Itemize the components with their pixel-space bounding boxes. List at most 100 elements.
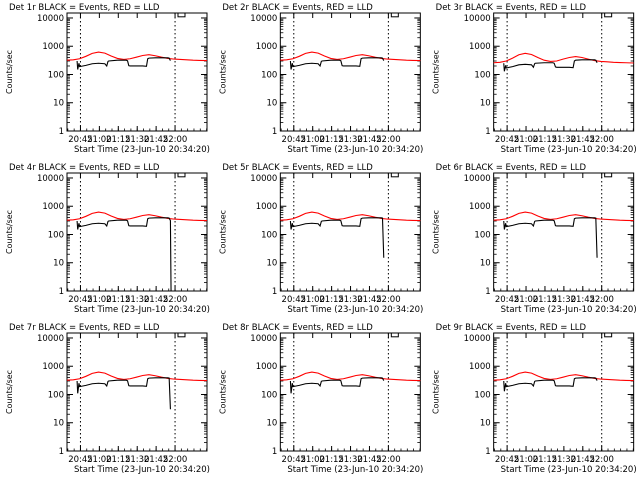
chart-6-series-lld	[493, 211, 634, 222]
chart-2-xlabel: Start Time (23-Jun-10 20:34:20)	[287, 145, 423, 155]
chart-1-ytick-label-1: 10	[53, 99, 64, 109]
chart-9-xlabel: Start Time (23-Jun-10 20:34:20)	[501, 465, 637, 475]
chart-4-xtick-label-3: 21:30	[125, 295, 150, 305]
chart-1-title: Det 1r BLACK = Events, RED = LLD	[9, 3, 160, 13]
chart-7-series-lld	[66, 371, 208, 382]
chart-5-series-events	[289, 217, 385, 258]
chart-5-ytick-label-0: 1	[272, 287, 277, 297]
chart-4-plot-frame	[66, 172, 208, 292]
chart-6-ytick-label-4: 10000	[464, 174, 491, 184]
chart-9-xtick-label-4: 21:45	[571, 455, 596, 465]
chart-5-marker	[390, 172, 399, 178]
chart-6-xtick-label-0: 20:45	[495, 295, 520, 305]
chart-8-plot-frame	[279, 332, 421, 452]
chart-3-plot-frame	[493, 12, 635, 132]
chart-2: Det 2r BLACK = Events, RED = LLD 1 10 100 10…	[218, 3, 423, 155]
chart-5-ytick-label-4: 10000	[250, 174, 277, 184]
chart-2-xtick-label-4: 21:45	[357, 135, 382, 145]
chart-5-ytick-label-2: 100	[261, 230, 277, 240]
chart-7-plot-frame	[66, 332, 208, 452]
chart-7-ytick-label-2: 100	[48, 390, 64, 400]
chart-5: Det 5r BLACK = Events, RED = LLD 1 10 100 10…	[218, 163, 423, 315]
chart-9: Det 9r BLACK = Events, RED = LLD 1 10 100 10…	[432, 323, 637, 475]
chart-6-ytick-label-0: 1	[485, 287, 490, 297]
chart-8-marker	[390, 332, 399, 338]
chart-1-ytick-label-4: 10000	[37, 14, 64, 24]
chart-9-xtick-label-0: 20:45	[495, 455, 520, 465]
chart-1-xtick-label-1: 21:00	[87, 135, 112, 145]
chart-5-plot-frame	[279, 172, 421, 292]
chart-6-ytick-label-2: 100	[474, 230, 490, 240]
chart-9-ylabel: Counts/sec	[432, 370, 441, 414]
chart-3-xtick-label-2: 21:15	[533, 135, 558, 145]
chart-1-xtick-label-5: 22:00	[163, 135, 188, 145]
chart-7-xtick-label-0: 20:45	[68, 455, 93, 465]
chart-3: Det 3r BLACK = Events, RED = LLD 1 10 100 10…	[432, 3, 637, 155]
chart-8: Det 8r BLACK = Events, RED = LLD 1 10 100 10…	[218, 323, 423, 475]
chart-6-xtick-label-4: 21:45	[571, 295, 596, 305]
chart-6-title: Det 6r BLACK = Events, RED = LLD	[436, 163, 587, 173]
chart-8-xtick-label-2: 21:15	[319, 455, 344, 465]
chart-5-ytick-label-3: 1000	[256, 202, 278, 212]
chart-3-ytick-label-3: 1000	[469, 42, 491, 52]
chart-1-plot-frame	[66, 12, 208, 132]
chart-5-xtick-label-0: 20:45	[282, 295, 307, 305]
chart-8-title: Det 8r BLACK = Events, RED = LLD	[222, 323, 373, 333]
chart-9-series-lld	[493, 371, 634, 382]
chart-4-ytick-label-0: 1	[59, 287, 64, 297]
chart-7-ytick-label-1: 10	[53, 419, 64, 429]
chart-3-xtick-label-3: 21:30	[552, 135, 577, 145]
chart-7-xtick-label-4: 21:45	[144, 455, 169, 465]
chart-7-xtick-label-5: 22:00	[163, 455, 188, 465]
chart-7-ytick-label-4: 10000	[37, 334, 64, 344]
chart-9-plot-frame	[493, 332, 635, 452]
chart-6-xtick-label-3: 21:30	[552, 295, 577, 305]
chart-9-xtick-label-5: 22:00	[589, 455, 614, 465]
chart-7-ytick-label-3: 1000	[42, 362, 64, 372]
chart-1-ytick-label-3: 1000	[42, 42, 64, 52]
chart-3-xtick-label-1: 21:00	[514, 135, 539, 145]
chart-8-xtick-label-3: 21:30	[338, 455, 363, 465]
chart-8-xtick-label-4: 21:45	[357, 455, 382, 465]
chart-1-series-lld	[66, 51, 208, 62]
chart-2-xtick-label-5: 22:00	[376, 135, 401, 145]
chart-4-xtick-label-2: 21:15	[106, 295, 131, 305]
chart-9-ytick-label-4: 10000	[464, 334, 491, 344]
chart-2-xtick-label-3: 21:30	[338, 135, 363, 145]
chart-2-series-events	[289, 57, 385, 70]
chart-5-series-lld	[280, 211, 421, 222]
chart-9-ytick-label-3: 1000	[469, 362, 491, 372]
chart-6-xtick-label-1: 21:00	[514, 295, 539, 305]
chart-3-series-events	[503, 59, 598, 72]
chart-7-series-events	[76, 377, 171, 410]
chart-4-series-lld	[66, 211, 208, 222]
chart-6-xlabel: Start Time (23-Jun-10 20:34:20)	[501, 305, 637, 315]
chart-3-xlabel: Start Time (23-Jun-10 20:34:20)	[501, 145, 637, 155]
chart-5-xtick-label-3: 21:30	[338, 295, 363, 305]
chart-4-marker	[177, 172, 186, 178]
chart-7: Det 7r BLACK = Events, RED = LLD 1 10 100 10…	[5, 323, 210, 475]
chart-5-xtick-label-4: 21:45	[357, 295, 382, 305]
chart-2-plot-frame	[279, 12, 421, 132]
chart-9-xtick-label-3: 21:30	[552, 455, 577, 465]
chart-1-xtick-label-0: 20:45	[68, 135, 93, 145]
chart-2-xtick-label-0: 20:45	[282, 135, 307, 145]
chart-8-ytick-label-4: 10000	[250, 334, 277, 344]
chart-7-ytick-label-0: 1	[59, 447, 64, 457]
chart-8-ytick-label-1: 10	[267, 419, 278, 429]
chart-6: Det 6r BLACK = Events, RED = LLD 1 10 100 10…	[432, 163, 637, 315]
chart-6-marker	[604, 172, 613, 178]
chart-2-title: Det 2r BLACK = Events, RED = LLD	[222, 3, 373, 13]
chart-7-title: Det 7r BLACK = Events, RED = LLD	[9, 323, 160, 333]
chart-6-xtick-label-5: 22:00	[589, 295, 614, 305]
chart-6-series-events	[503, 217, 598, 258]
chart-6-xtick-label-2: 21:15	[533, 295, 558, 305]
chart-5-title: Det 5r BLACK = Events, RED = LLD	[222, 163, 373, 173]
chart-5-xtick-label-1: 21:00	[300, 295, 325, 305]
chart-4-title: Det 4r BLACK = Events, RED = LLD	[9, 163, 160, 173]
chart-4-xlabel: Start Time (23-Jun-10 20:34:20)	[74, 305, 210, 315]
chart-6-ylabel: Counts/sec	[432, 210, 441, 254]
chart-5-xtick-label-5: 22:00	[376, 295, 401, 305]
chart-5-ytick-label-1: 10	[267, 259, 278, 269]
chart-3-ylabel: Counts/sec	[432, 50, 441, 94]
